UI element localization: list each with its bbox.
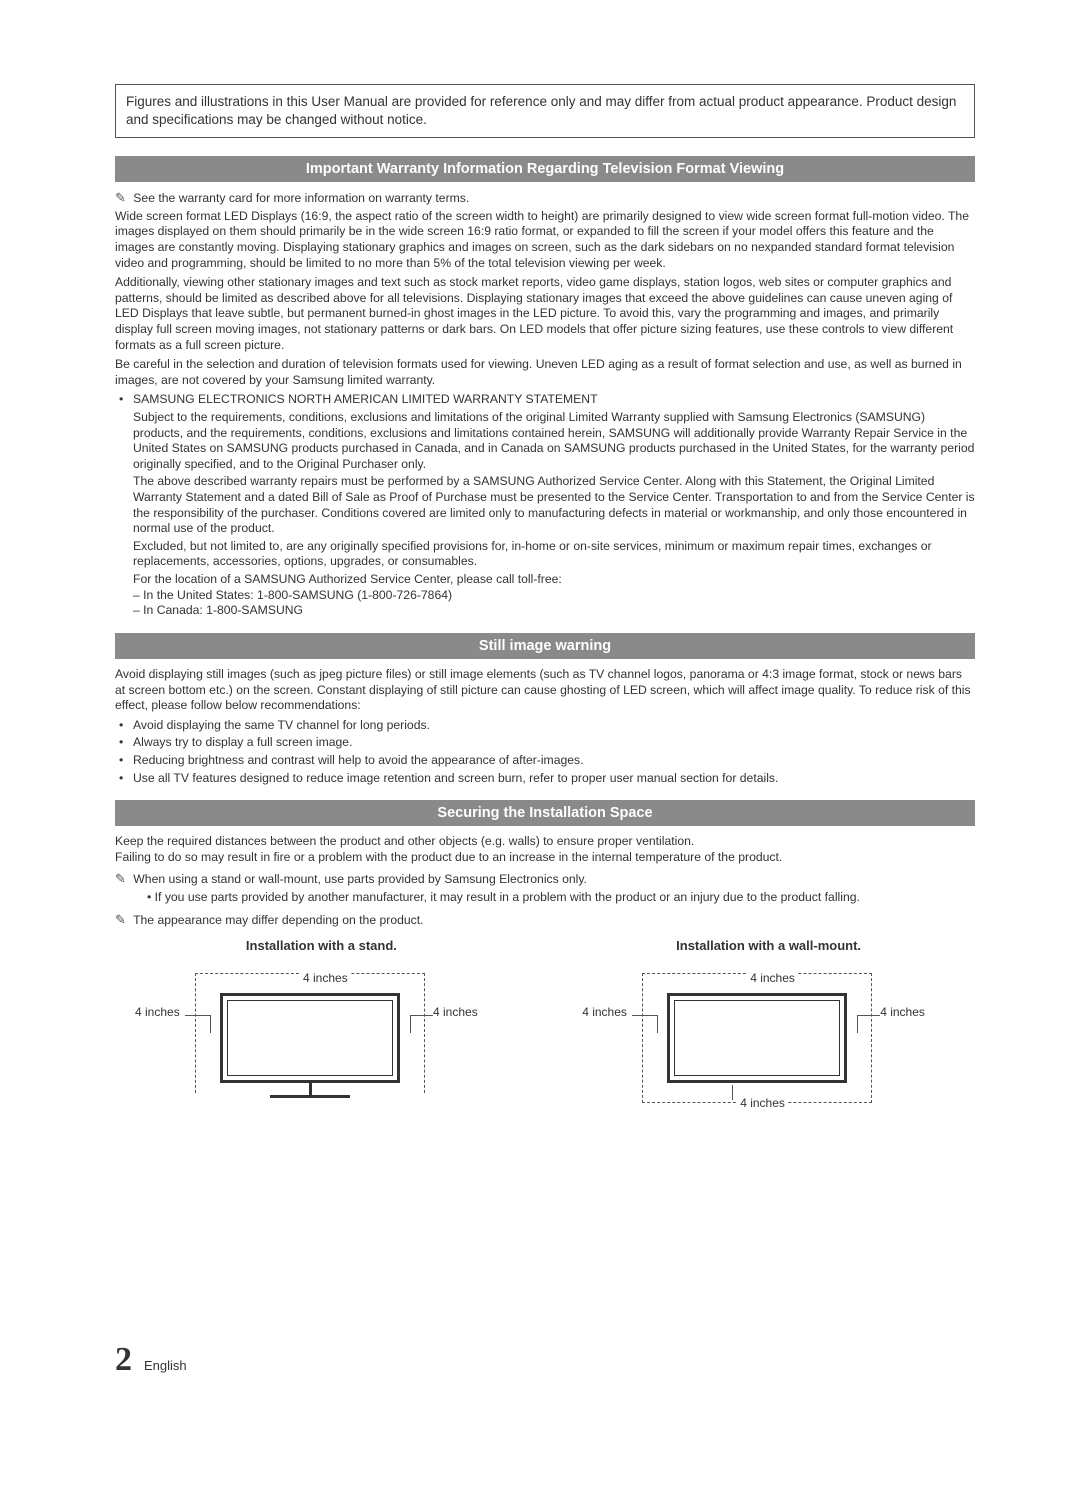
warranty-p2: Additionally, viewing other stationary i… [115,275,975,353]
space-note2: ✎ The appearance may differ depending on… [115,912,975,928]
warranty-sub-p6: – In Canada: 1-800-SAMSUNG [133,603,975,619]
space-note1: ✎ When using a stand or wall-mount, use … [115,871,975,887]
warranty-sub-p1: Subject to the requirements, conditions,… [133,410,975,472]
warranty-note-text: See the warranty card for more informati… [133,191,469,205]
still-list: Avoid displaying the same TV channel for… [115,718,975,786]
warranty-bullet-list: SAMSUNG ELECTRONICS NORTH AMERICAN LIMIT… [115,392,975,619]
note-icon: ✎ [115,912,126,928]
space-sub1-text: If you use parts provided by another man… [147,890,860,904]
stand-top-label: 4 inches [300,971,351,985]
section-still-title: Still image warning [115,633,975,659]
stand-diagram: 4 inches 4 inches 4 inches [115,963,528,1123]
warranty-bullet-heading-text: SAMSUNG ELECTRONICS NORTH AMERICAN LIMIT… [133,392,598,406]
install-stand-col: Installation with a stand. 4 inches 4 in… [115,938,528,1123]
still-item-0: Avoid displaying the same TV channel for… [133,718,975,734]
space-p2: Failing to do so may result in fire or a… [115,850,975,866]
warranty-p1: Wide screen format LED Displays (16:9, t… [115,209,975,271]
stand-left-label: 4 inches [135,1005,180,1019]
wall-left-label: 4 inches [582,1005,627,1019]
warranty-sub-p2: The above described warranty repairs mus… [133,474,975,536]
warranty-sub-p3: Excluded, but not limited to, are any or… [133,539,975,570]
still-item-3: Use all TV features designed to reduce i… [133,771,975,787]
warranty-p3: Be careful in the selection and duration… [115,357,975,388]
wall-top-label: 4 inches [747,971,798,985]
install-wall-title: Installation with a wall-mount. [562,938,975,953]
wall-right-label: 4 inches [880,1005,925,1019]
page-language: English [144,1358,187,1373]
install-row: Installation with a stand. 4 inches 4 in… [115,938,975,1123]
space-note1-text: When using a stand or wall-mount, use pa… [133,872,587,886]
still-item-2: Reducing brightness and contrast will he… [133,753,975,769]
warranty-sub-p5: – In the United States: 1-800-SAMSUNG (1… [133,588,975,604]
stand-right-label: 4 inches [433,1005,478,1019]
notice-box: Figures and illustrations in this User M… [115,84,975,138]
still-item-1: Always try to display a full screen imag… [133,735,975,751]
still-p1: Avoid displaying still images (such as j… [115,667,975,714]
page-number: 2 [115,1341,132,1379]
wall-bottom-label: 4 inches [737,1096,788,1110]
warranty-bullet-heading: SAMSUNG ELECTRONICS NORTH AMERICAN LIMIT… [133,392,975,619]
install-stand-title: Installation with a stand. [115,938,528,953]
space-sub1: If you use parts provided by another man… [115,890,975,906]
notice-text: Figures and illustrations in this User M… [126,94,956,127]
space-p1: Keep the required distances between the … [115,834,975,850]
install-wall-col: Installation with a wall-mount. 4 inches… [562,938,975,1123]
space-note2-text: The appearance may differ depending on t… [133,913,423,927]
note-icon: ✎ [115,190,126,206]
section-warranty-title: Important Warranty Information Regarding… [115,156,975,182]
note-icon: ✎ [115,871,126,887]
page-footer: 2 English [115,1341,187,1379]
warranty-sub-p4: For the location of a SAMSUNG Authorized… [133,572,975,588]
warranty-note: ✎ See the warranty card for more informa… [115,190,975,206]
section-space-title: Securing the Installation Space [115,800,975,826]
wall-diagram: 4 inches 4 inches 4 inches 4 inches [562,963,975,1123]
